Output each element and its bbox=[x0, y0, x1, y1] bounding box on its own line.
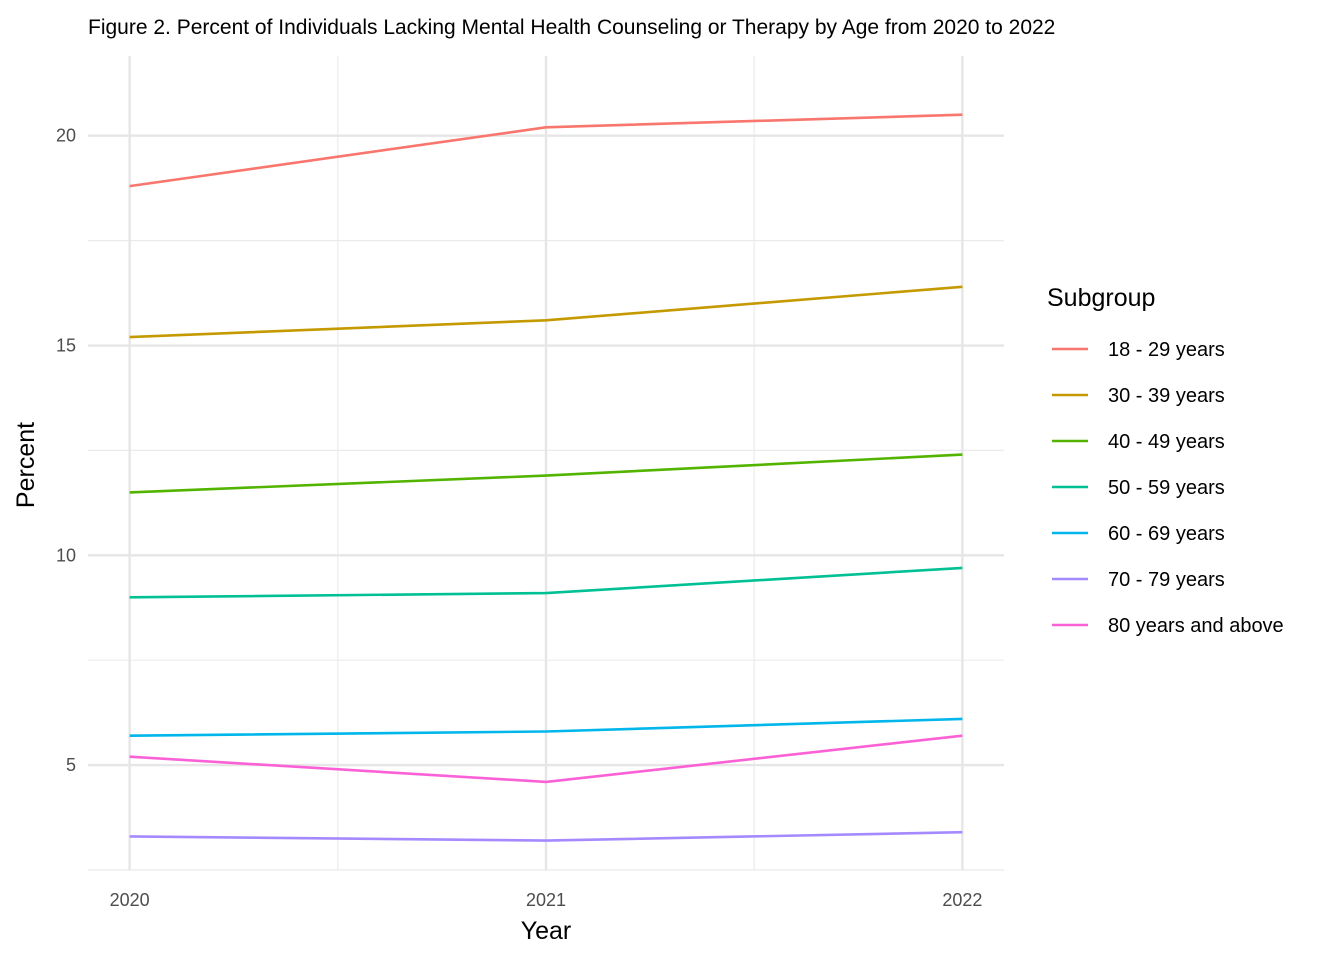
legend-label: 18 - 29 years bbox=[1108, 339, 1225, 361]
y-tick-label: 10 bbox=[56, 545, 76, 565]
legend-label: 50 - 59 years bbox=[1108, 477, 1225, 499]
x-tick-label: 2022 bbox=[942, 890, 982, 910]
legend-items: 18 - 29 years 30 - 39 years 40 - 49 years 5… bbox=[1052, 339, 1284, 637]
chart-title: Figure 2. Percent of Individuals Lacking… bbox=[88, 16, 1055, 39]
x-axis-title: Year bbox=[521, 917, 572, 945]
legend-label: 70 - 79 years bbox=[1108, 569, 1225, 591]
legend: Subgroup 18 - 29 years 30 - 39 years 40 - … bbox=[1047, 284, 1284, 637]
series-line bbox=[129, 285, 963, 339]
series-line bbox=[129, 717, 963, 737]
legend-title: Subgroup bbox=[1047, 284, 1155, 312]
grid-major bbox=[88, 56, 1004, 870]
y-tick-label: 15 bbox=[56, 336, 76, 356]
legend-label: 80 years and above bbox=[1108, 615, 1284, 637]
y-tick-label: 5 bbox=[66, 755, 76, 775]
y-tick-label: 20 bbox=[56, 126, 76, 146]
series-lines bbox=[129, 113, 963, 842]
series-line bbox=[129, 453, 963, 494]
y-axis-title: Percent bbox=[12, 422, 40, 508]
x-tick-label: 2020 bbox=[110, 890, 150, 910]
x-tick-label: 2021 bbox=[526, 890, 566, 910]
legend-label: 30 - 39 years bbox=[1108, 385, 1225, 407]
series-line bbox=[129, 830, 963, 842]
plot-panel bbox=[88, 56, 1004, 871]
y-axis-ticks: 5 10 15 20 bbox=[56, 126, 76, 775]
legend-label: 60 - 69 years bbox=[1108, 523, 1225, 545]
series-line bbox=[129, 734, 963, 784]
series-line bbox=[129, 566, 963, 599]
legend-label: 40 - 49 years bbox=[1108, 431, 1225, 453]
series-line bbox=[129, 113, 963, 188]
x-axis-ticks: 2020 2021 2022 bbox=[110, 890, 983, 910]
